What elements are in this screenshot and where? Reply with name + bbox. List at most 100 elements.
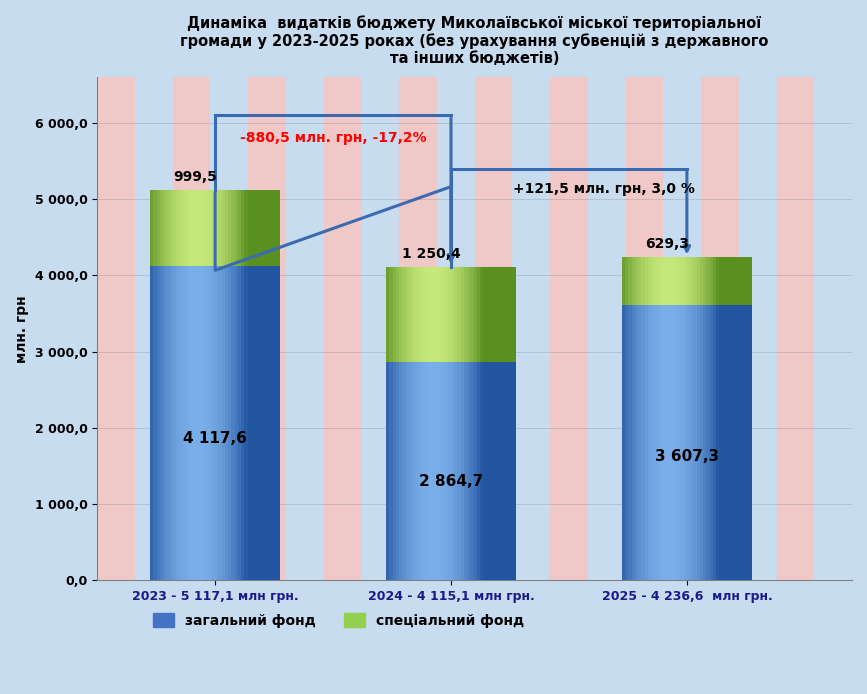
Bar xyxy=(510,266,512,362)
Bar xyxy=(412,266,415,362)
Bar xyxy=(746,305,748,580)
Bar xyxy=(726,305,729,580)
Bar xyxy=(703,257,707,305)
Bar xyxy=(490,362,493,580)
Bar xyxy=(192,266,196,580)
Title: Динаміка  видатків бюджету Миколаївської міської територіальної
громади у 2023-2: Динаміка видатків бюджету Миколаївської … xyxy=(180,15,769,67)
Bar xyxy=(402,266,406,362)
Bar xyxy=(186,266,189,580)
Bar xyxy=(746,257,748,305)
Bar xyxy=(183,266,186,580)
Bar xyxy=(451,362,454,580)
Bar xyxy=(386,362,389,580)
Bar xyxy=(170,266,173,580)
Bar xyxy=(244,266,248,580)
Bar xyxy=(97,77,135,580)
Bar xyxy=(173,266,176,580)
Bar xyxy=(742,305,746,580)
Bar xyxy=(497,266,499,362)
Bar xyxy=(323,77,362,580)
Bar xyxy=(251,190,254,266)
Text: +121,5 млн. грн, 3,0 %: +121,5 млн. грн, 3,0 % xyxy=(513,183,695,196)
Bar xyxy=(264,266,267,580)
Bar xyxy=(173,77,211,580)
Bar xyxy=(713,257,716,305)
Bar xyxy=(687,305,690,580)
Bar xyxy=(415,266,419,362)
Bar xyxy=(273,266,277,580)
Bar xyxy=(696,305,700,580)
Bar xyxy=(277,266,280,580)
Bar xyxy=(716,257,720,305)
Bar xyxy=(668,257,671,305)
Bar xyxy=(428,362,432,580)
Bar xyxy=(231,190,235,266)
Bar xyxy=(273,190,277,266)
Bar xyxy=(228,190,231,266)
Bar xyxy=(260,190,264,266)
Bar xyxy=(437,77,474,580)
Bar xyxy=(464,266,467,362)
Bar xyxy=(238,266,241,580)
Bar xyxy=(722,257,726,305)
Bar xyxy=(622,305,625,580)
Bar xyxy=(707,257,709,305)
Bar xyxy=(150,190,153,266)
Bar xyxy=(458,362,460,580)
Bar xyxy=(722,305,726,580)
Bar xyxy=(458,266,460,362)
Bar xyxy=(473,266,477,362)
Bar xyxy=(739,305,742,580)
Bar xyxy=(150,266,153,580)
Bar xyxy=(651,257,655,305)
Bar xyxy=(396,266,399,362)
Bar xyxy=(222,190,225,266)
Bar xyxy=(389,266,393,362)
Bar xyxy=(425,362,428,580)
Bar xyxy=(484,266,486,362)
Bar xyxy=(625,305,629,580)
Bar xyxy=(471,362,473,580)
Bar xyxy=(474,77,512,580)
Bar xyxy=(271,190,273,266)
Bar xyxy=(674,305,677,580)
Bar xyxy=(700,257,703,305)
Bar xyxy=(512,77,550,580)
Bar xyxy=(464,362,467,580)
Bar xyxy=(412,362,415,580)
Bar xyxy=(212,190,215,266)
Bar xyxy=(399,266,402,362)
Bar xyxy=(218,190,222,266)
Bar xyxy=(716,305,720,580)
Bar xyxy=(260,266,264,580)
Bar xyxy=(173,190,176,266)
Bar xyxy=(415,362,419,580)
Bar xyxy=(406,266,409,362)
Bar xyxy=(742,257,746,305)
Bar xyxy=(664,257,668,305)
Bar xyxy=(176,266,179,580)
Bar xyxy=(709,257,713,305)
Bar xyxy=(389,362,393,580)
Bar xyxy=(179,190,183,266)
Bar xyxy=(480,266,484,362)
Text: 4 117,6: 4 117,6 xyxy=(183,432,247,446)
Bar xyxy=(651,305,655,580)
Bar xyxy=(160,266,163,580)
Bar xyxy=(196,190,199,266)
Bar xyxy=(209,190,212,266)
Bar xyxy=(661,257,664,305)
Bar xyxy=(729,305,733,580)
Bar xyxy=(254,266,257,580)
Bar xyxy=(222,266,225,580)
Bar xyxy=(441,362,445,580)
Bar xyxy=(386,266,389,362)
Bar xyxy=(632,257,635,305)
Bar xyxy=(655,305,658,580)
Bar xyxy=(700,305,703,580)
Bar xyxy=(202,266,205,580)
Bar xyxy=(235,266,238,580)
Bar xyxy=(477,362,480,580)
Bar xyxy=(503,266,506,362)
Bar xyxy=(681,257,684,305)
